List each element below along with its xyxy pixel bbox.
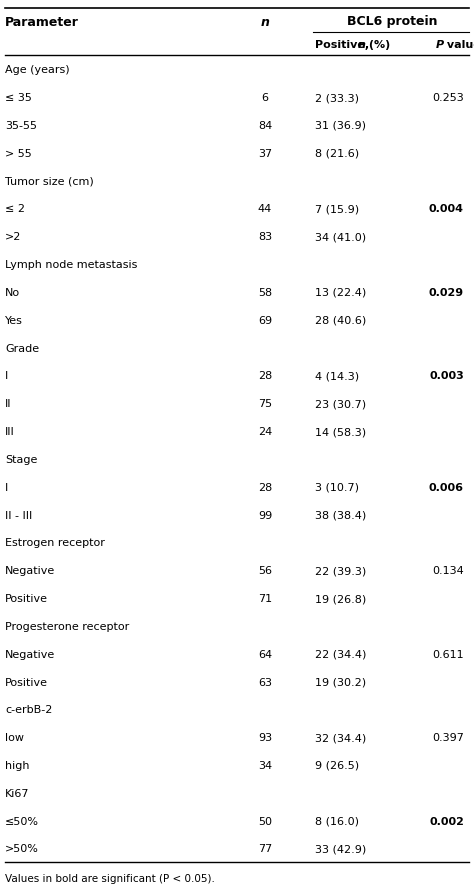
Text: III: III	[5, 427, 15, 437]
Text: Parameter: Parameter	[5, 15, 79, 29]
Text: ≤ 35: ≤ 35	[5, 93, 32, 103]
Text: Grade: Grade	[5, 343, 39, 353]
Text: 23 (30.7): 23 (30.7)	[315, 400, 366, 409]
Text: 0.253: 0.253	[432, 93, 464, 103]
Text: >50%: >50%	[5, 845, 39, 855]
Text: 44: 44	[258, 204, 272, 214]
Text: 33 (42.9): 33 (42.9)	[315, 845, 366, 855]
Text: 99: 99	[258, 510, 272, 521]
Text: Yes: Yes	[5, 316, 23, 326]
Text: Negative: Negative	[5, 649, 55, 660]
Text: 19 (26.8): 19 (26.8)	[315, 594, 366, 604]
Text: Ki67: Ki67	[5, 789, 29, 799]
Text: Positive: Positive	[5, 678, 48, 688]
Text: Stage: Stage	[5, 455, 37, 465]
Text: (%): (%)	[365, 40, 390, 50]
Text: 64: 64	[258, 649, 272, 660]
Text: 7 (15.9): 7 (15.9)	[315, 204, 359, 214]
Text: Progesterone receptor: Progesterone receptor	[5, 622, 129, 632]
Text: Age (years): Age (years)	[5, 65, 70, 75]
Text: 0.611: 0.611	[432, 649, 464, 660]
Text: 0.006: 0.006	[429, 483, 464, 492]
Text: I: I	[5, 371, 8, 382]
Text: 93: 93	[258, 733, 272, 743]
Text: 84: 84	[258, 121, 272, 131]
Text: 83: 83	[258, 232, 272, 243]
Text: 56: 56	[258, 566, 272, 576]
Text: 24: 24	[258, 427, 272, 437]
Text: Lymph node metastasis: Lymph node metastasis	[5, 260, 137, 270]
Text: value: value	[443, 40, 474, 50]
Text: 0.134: 0.134	[432, 566, 464, 576]
Text: 28 (40.6): 28 (40.6)	[315, 316, 366, 326]
Text: 69: 69	[258, 316, 272, 326]
Text: c-erbB-2: c-erbB-2	[5, 706, 52, 715]
Text: low: low	[5, 733, 24, 743]
Text: 28: 28	[258, 483, 272, 492]
Text: 0.029: 0.029	[429, 288, 464, 298]
Text: > 55: > 55	[5, 149, 32, 159]
Text: P: P	[436, 40, 444, 50]
Text: 8 (21.6): 8 (21.6)	[315, 149, 359, 159]
Text: 2 (33.3): 2 (33.3)	[315, 93, 359, 103]
Text: 37: 37	[258, 149, 272, 159]
Text: ≤50%: ≤50%	[5, 817, 39, 827]
Text: Tumor size (cm): Tumor size (cm)	[5, 177, 94, 186]
Text: Positive,: Positive,	[315, 40, 373, 50]
Text: Negative: Negative	[5, 566, 55, 576]
Text: 13 (22.4): 13 (22.4)	[315, 288, 366, 298]
Text: Estrogen receptor: Estrogen receptor	[5, 539, 105, 549]
Text: 19 (30.2): 19 (30.2)	[315, 678, 366, 688]
Text: 34: 34	[258, 761, 272, 771]
Text: 6: 6	[262, 93, 268, 103]
Text: 50: 50	[258, 817, 272, 827]
Text: 63: 63	[258, 678, 272, 688]
Text: II - III: II - III	[5, 510, 32, 521]
Text: BCL6 protein: BCL6 protein	[347, 15, 437, 29]
Text: Values in bold are significant (P < 0.05).: Values in bold are significant (P < 0.05…	[5, 874, 215, 884]
Text: 75: 75	[258, 400, 272, 409]
Text: 77: 77	[258, 845, 272, 855]
Text: 34 (41.0): 34 (41.0)	[315, 232, 366, 243]
Text: 0.003: 0.003	[429, 371, 464, 382]
Text: n: n	[261, 15, 269, 29]
Text: high: high	[5, 761, 29, 771]
Text: 4 (14.3): 4 (14.3)	[315, 371, 359, 382]
Text: 31 (36.9): 31 (36.9)	[315, 121, 366, 131]
Text: 14 (58.3): 14 (58.3)	[315, 427, 366, 437]
Text: II: II	[5, 400, 11, 409]
Text: Positive: Positive	[5, 594, 48, 604]
Text: 38 (38.4): 38 (38.4)	[315, 510, 366, 521]
Text: I: I	[5, 483, 8, 492]
Text: 22 (34.4): 22 (34.4)	[315, 649, 366, 660]
Text: 58: 58	[258, 288, 272, 298]
Text: 9 (26.5): 9 (26.5)	[315, 761, 359, 771]
Text: 0.002: 0.002	[429, 817, 464, 827]
Text: 35-55: 35-55	[5, 121, 37, 131]
Text: 28: 28	[258, 371, 272, 382]
Text: 3 (10.7): 3 (10.7)	[315, 483, 359, 492]
Text: 0.004: 0.004	[429, 204, 464, 214]
Text: 8 (16.0): 8 (16.0)	[315, 817, 359, 827]
Text: 71: 71	[258, 594, 272, 604]
Text: 22 (39.3): 22 (39.3)	[315, 566, 366, 576]
Text: ≤ 2: ≤ 2	[5, 204, 25, 214]
Text: >2: >2	[5, 232, 21, 243]
Text: 0.397: 0.397	[432, 733, 464, 743]
Text: n: n	[358, 40, 366, 50]
Text: No: No	[5, 288, 20, 298]
Text: 32 (34.4): 32 (34.4)	[315, 733, 366, 743]
